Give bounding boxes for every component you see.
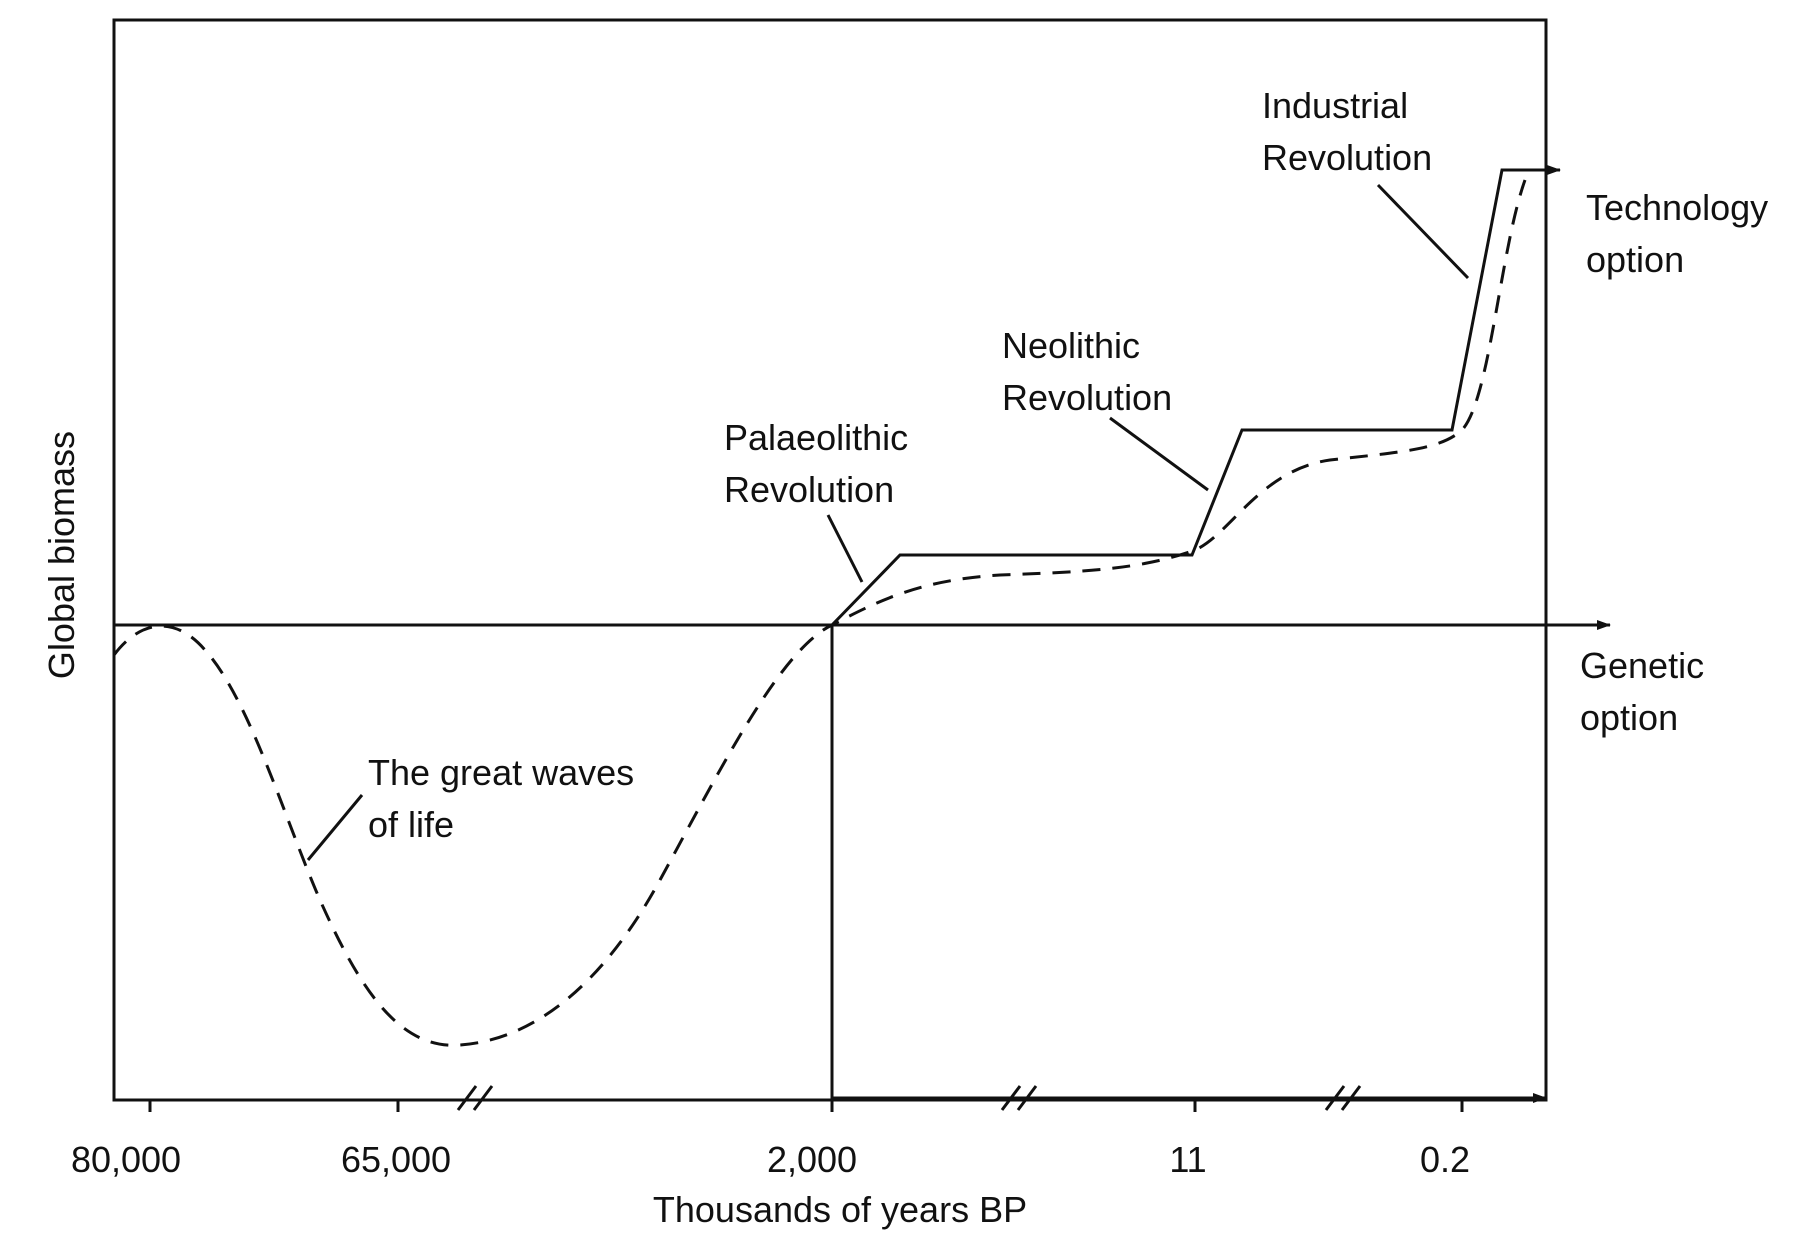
y-axis-title: Global biomass (41, 431, 82, 679)
industrial-leader-line (1376, 183, 1470, 280)
palaeolithic-leader-line (826, 514, 864, 583)
technology-label-line1: Technology (1586, 187, 1768, 228)
technology-label-line2: option (1586, 239, 1684, 280)
waves-label-line1: The great waves (368, 752, 634, 793)
waves-leader-line (306, 794, 364, 861)
x-axis-title: Thousands of years BP (653, 1189, 1027, 1230)
axis-break-marks (456, 1085, 1362, 1111)
x-tick-label-2000: 2,000 (767, 1139, 857, 1180)
neolithic-label-line2: Revolution (1002, 377, 1172, 418)
x-tick-marks (148, 1100, 1464, 1112)
plot-frame (112, 18, 1548, 1102)
great-waves-dashed-curve (112, 179, 1527, 1047)
x-tick-label-65000: 65,000 (341, 1139, 451, 1180)
neolithic-leader-line (1109, 416, 1209, 492)
x-tick-label-80000: 80,000 (71, 1139, 181, 1180)
technology-stepped-line (830, 165, 1561, 627)
palaeolithic-label-line2: Revolution (724, 469, 894, 510)
genetic-label-line2: option (1580, 697, 1678, 738)
waves-label-line2: of life (368, 804, 454, 845)
genetic-label-line1: Genetic (1580, 645, 1704, 686)
industrial-label-line2: Revolution (1262, 137, 1432, 178)
neolithic-label-line1: Neolithic (1002, 325, 1140, 366)
industrial-label-line1: Industrial (1262, 85, 1408, 126)
palaeolithic-label-line1: Palaeolithic (724, 417, 908, 458)
x-tick-label-0-2: 0.2 (1420, 1139, 1470, 1180)
x-tick-label-11: 11 (1169, 1139, 1206, 1180)
